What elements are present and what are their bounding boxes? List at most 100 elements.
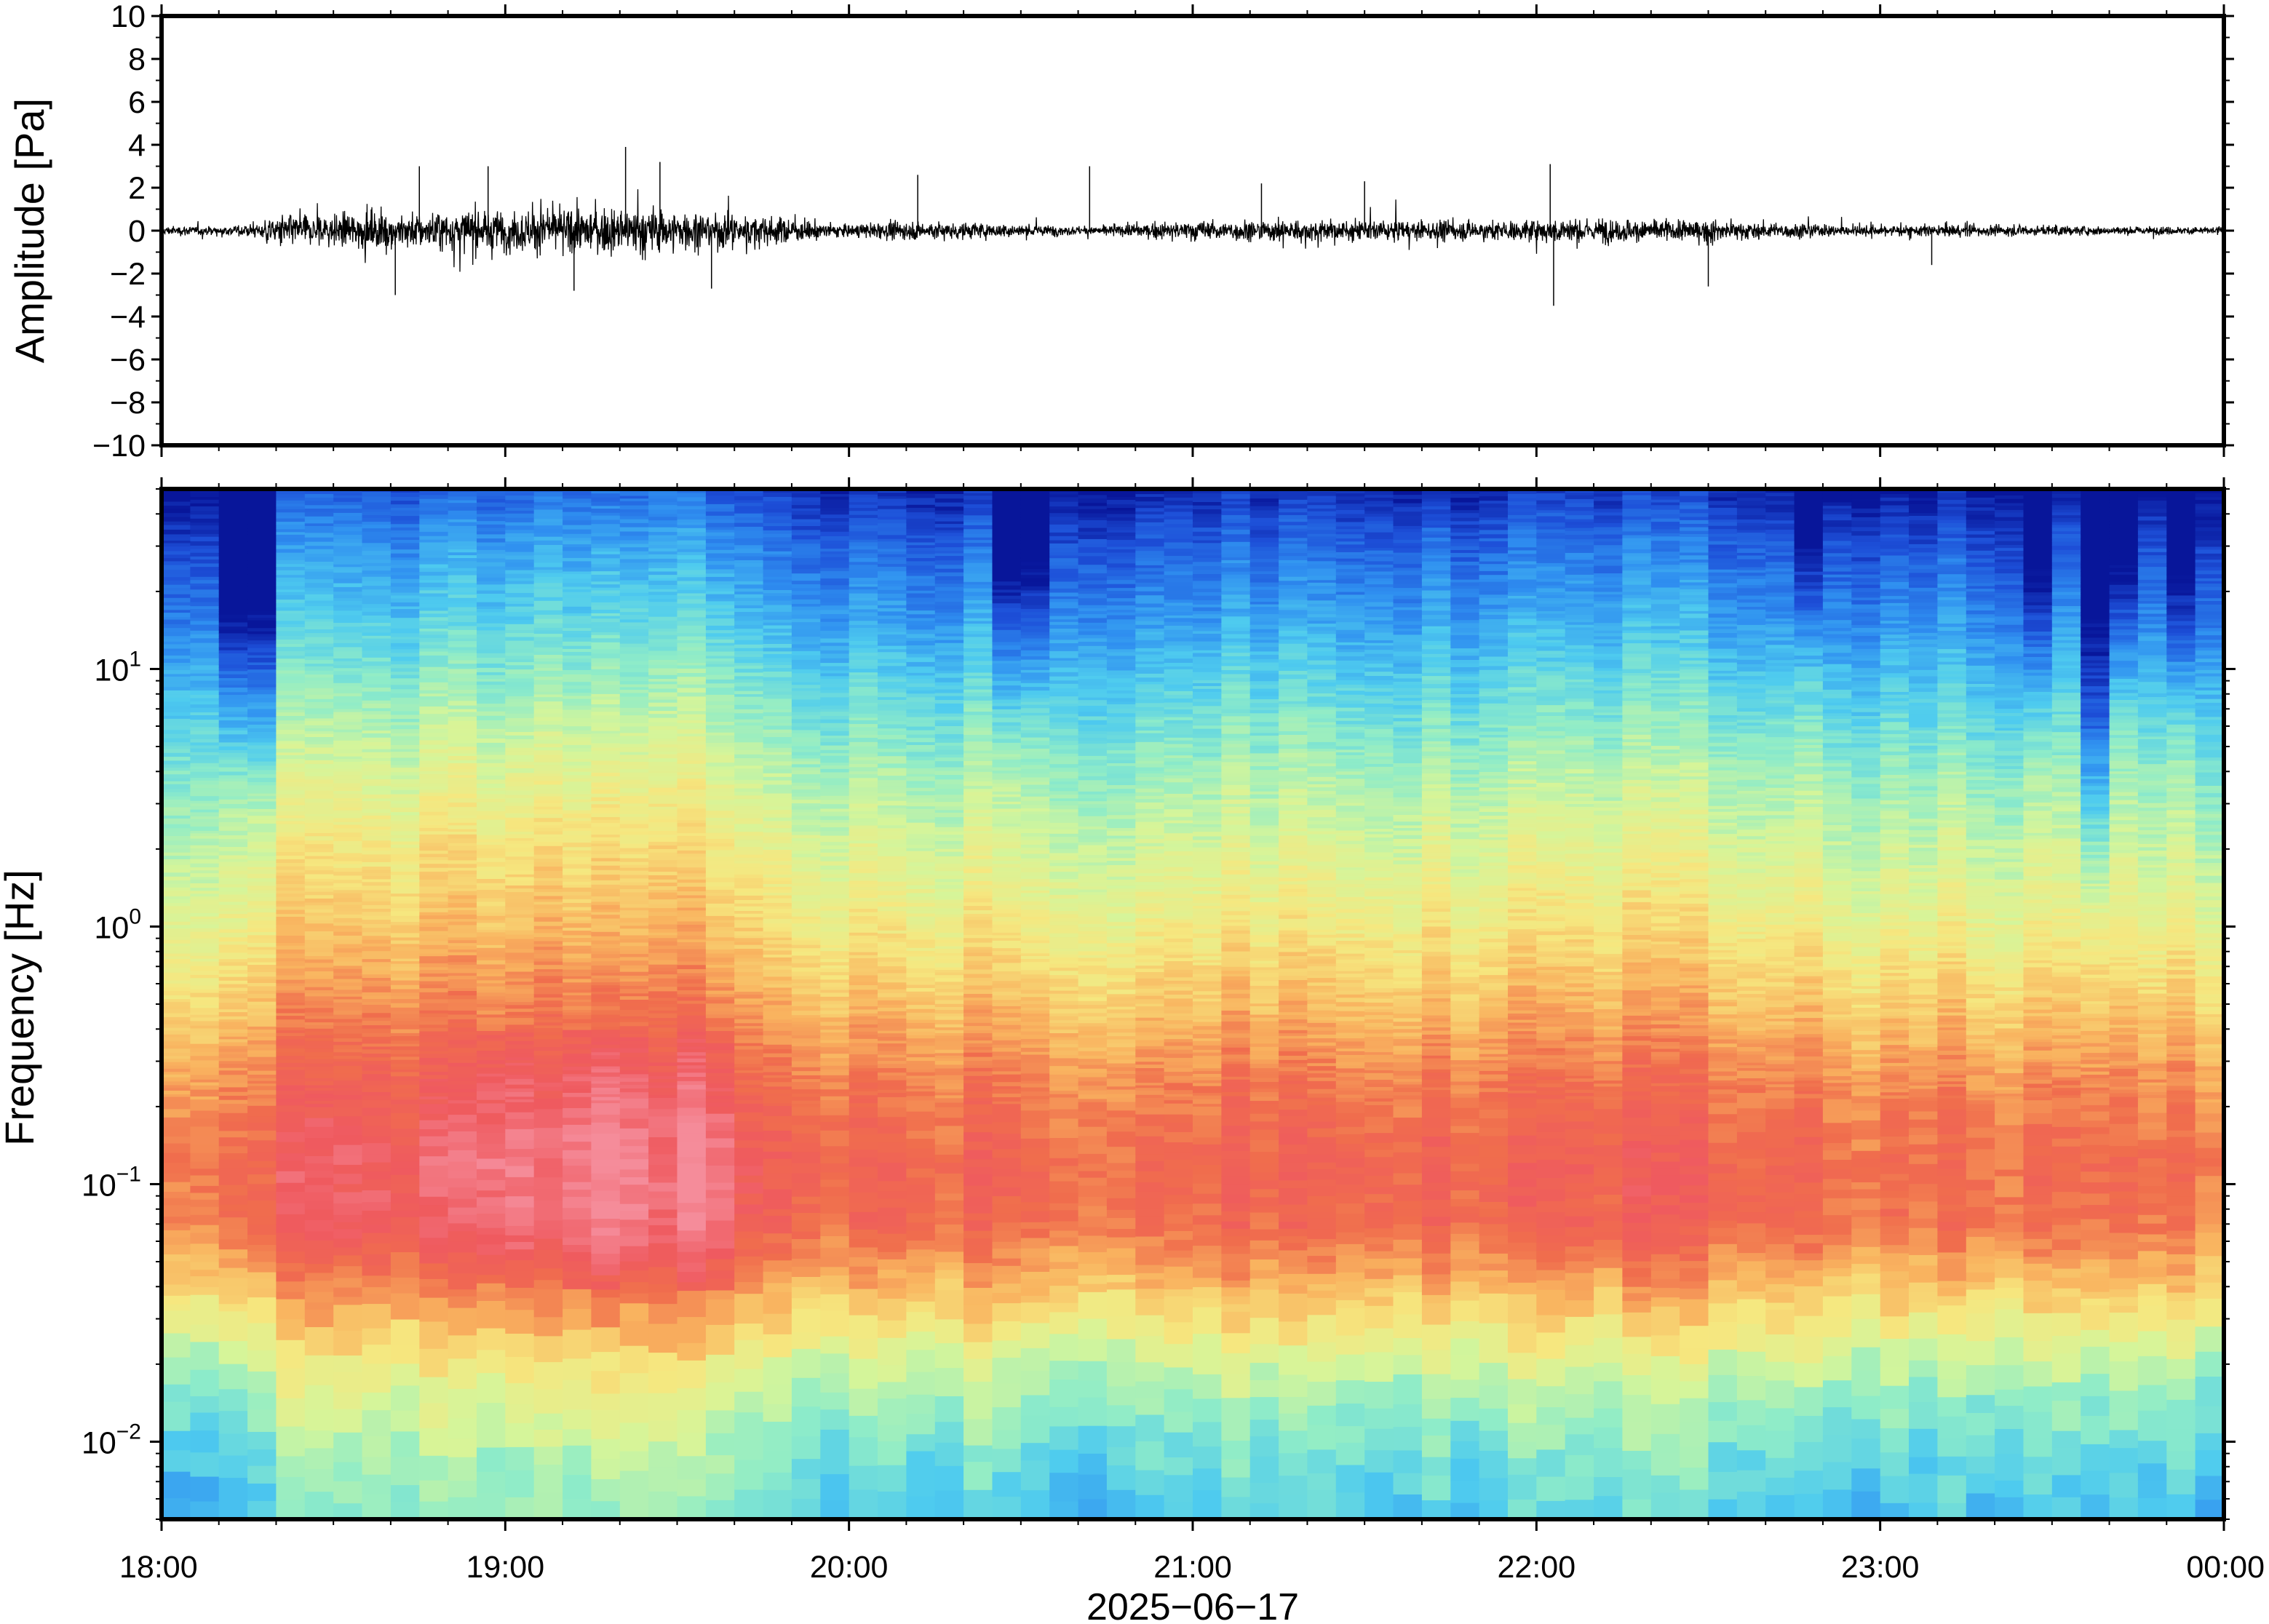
spectrogram-cell (591, 998, 621, 1003)
spectrogram-cell (820, 1075, 850, 1079)
spectrogram-cell (563, 930, 592, 936)
spectrogram-cell (505, 1422, 535, 1447)
spectrogram-cell (477, 553, 506, 559)
spectrogram-cell (333, 914, 363, 918)
spectrogram-cell (677, 544, 707, 549)
spectrogram-cell (390, 1056, 420, 1060)
spectrogram-cell (276, 1455, 306, 1477)
spectrogram-cell (791, 955, 821, 960)
spectrogram-cell (791, 1000, 821, 1006)
spectrogram-cell (563, 1030, 592, 1033)
spectrogram-cell (791, 610, 821, 615)
spectrogram-cell (448, 652, 477, 656)
spectrogram-cell (218, 767, 248, 772)
spectrogram-cell (734, 1072, 764, 1077)
spectrogram-cell (791, 799, 821, 804)
spectrogram-cell (477, 1079, 506, 1083)
spectrogram-cell (448, 888, 477, 891)
spectrogram-cell (705, 679, 735, 684)
spectrogram-cell (677, 869, 707, 874)
spectrogram-cell (533, 1003, 563, 1008)
spectrogram-cell (247, 640, 277, 645)
spectrogram-cell (390, 783, 420, 787)
spectrogram-cell (763, 960, 792, 966)
spectrogram-cell (247, 823, 277, 828)
spectrogram-cell (791, 856, 821, 861)
spectrogram-cell (218, 525, 248, 530)
spectrogram-cell (276, 589, 306, 592)
spectrogram-cell (362, 1436, 392, 1457)
spectrogram-cell (333, 1191, 363, 1203)
spectrogram-cell (763, 615, 792, 620)
spectrogram-cell (533, 1050, 563, 1056)
spectrogram-cell (648, 722, 678, 727)
spectrogram-cell (477, 979, 506, 984)
spectrogram-cell (448, 1187, 477, 1199)
spectrogram-cell (677, 822, 707, 827)
spectrogram-cell (563, 899, 592, 903)
spectrogram-cell (448, 831, 477, 835)
spectrogram-cell (362, 1017, 392, 1022)
spectrogram-cell (477, 1056, 506, 1061)
spectrogram-cell (505, 513, 535, 518)
spectrogram-cell (677, 1003, 707, 1008)
spectrogram-cell (591, 1001, 621, 1006)
spectrogram-cell (505, 993, 535, 998)
spectrogram-cell (791, 573, 821, 578)
spectrogram-cell (619, 1040, 649, 1045)
spectrogram-cell (448, 752, 477, 756)
spectrogram-cell (276, 1340, 306, 1369)
spectrogram-cell (333, 1084, 363, 1088)
spectrogram-cell (190, 1341, 220, 1370)
spectrogram-cell (419, 785, 449, 790)
spectrogram-cell (304, 848, 334, 853)
spectrogram-cell (705, 661, 735, 664)
spectrogram-cell (563, 1158, 592, 1166)
spectrogram-cell (591, 543, 621, 549)
spectrogram-cell (162, 715, 191, 719)
spectrogram-cell (619, 813, 649, 817)
spectrogram-cell (677, 1019, 707, 1024)
spectrogram-cell (162, 1080, 191, 1086)
spectrogram-cell (563, 1270, 592, 1279)
spectrogram-cell (505, 869, 535, 875)
spectrogram-cell (820, 1473, 850, 1500)
spectrogram-cell (247, 916, 277, 921)
spectrogram-cell (362, 869, 392, 874)
spectrogram-cell (648, 1006, 678, 1011)
spectrogram-cell (390, 714, 420, 720)
spectrogram-cell (362, 687, 392, 692)
spectrogram-cell (648, 717, 678, 723)
spectrogram-cell (763, 839, 792, 843)
spectrogram-cell (218, 1217, 248, 1229)
spectrogram-cell (677, 882, 707, 887)
waveform-line (162, 189, 2224, 272)
spectrogram-cell (591, 678, 621, 682)
spectrogram-cell (791, 1042, 821, 1046)
spectrogram-cell (333, 787, 363, 791)
spectrogram-cell (591, 726, 621, 731)
spectrogram-cell (563, 1251, 592, 1262)
spectrogram-cell (763, 1035, 792, 1040)
spectrogram-cell (190, 562, 220, 568)
spectrogram-cell (619, 491, 649, 496)
spectrogram-cell (734, 1067, 764, 1071)
spectrogram-cell (477, 584, 506, 588)
spectrogram-cell (591, 672, 621, 675)
spectrogram-cell (276, 817, 306, 821)
spectrogram-cell (162, 665, 191, 670)
spectrogram-cell (591, 982, 621, 986)
spectrogram-cell (648, 956, 678, 960)
spectrogram-cell (276, 828, 306, 832)
spectrogram-cell (218, 714, 248, 717)
spectrogram-cell (734, 737, 764, 743)
spectrogram-cell (448, 1039, 477, 1045)
spectrogram-cell (276, 953, 306, 958)
spectrogram-cell (820, 923, 850, 928)
spectrogram-cell (190, 694, 220, 698)
spectrogram-cell (162, 1172, 191, 1182)
spectrogram-cell (390, 988, 420, 993)
spectrogram-cell (477, 649, 506, 653)
spectrogram-cell (533, 1249, 563, 1262)
spectrogram-cell (591, 1114, 621, 1123)
